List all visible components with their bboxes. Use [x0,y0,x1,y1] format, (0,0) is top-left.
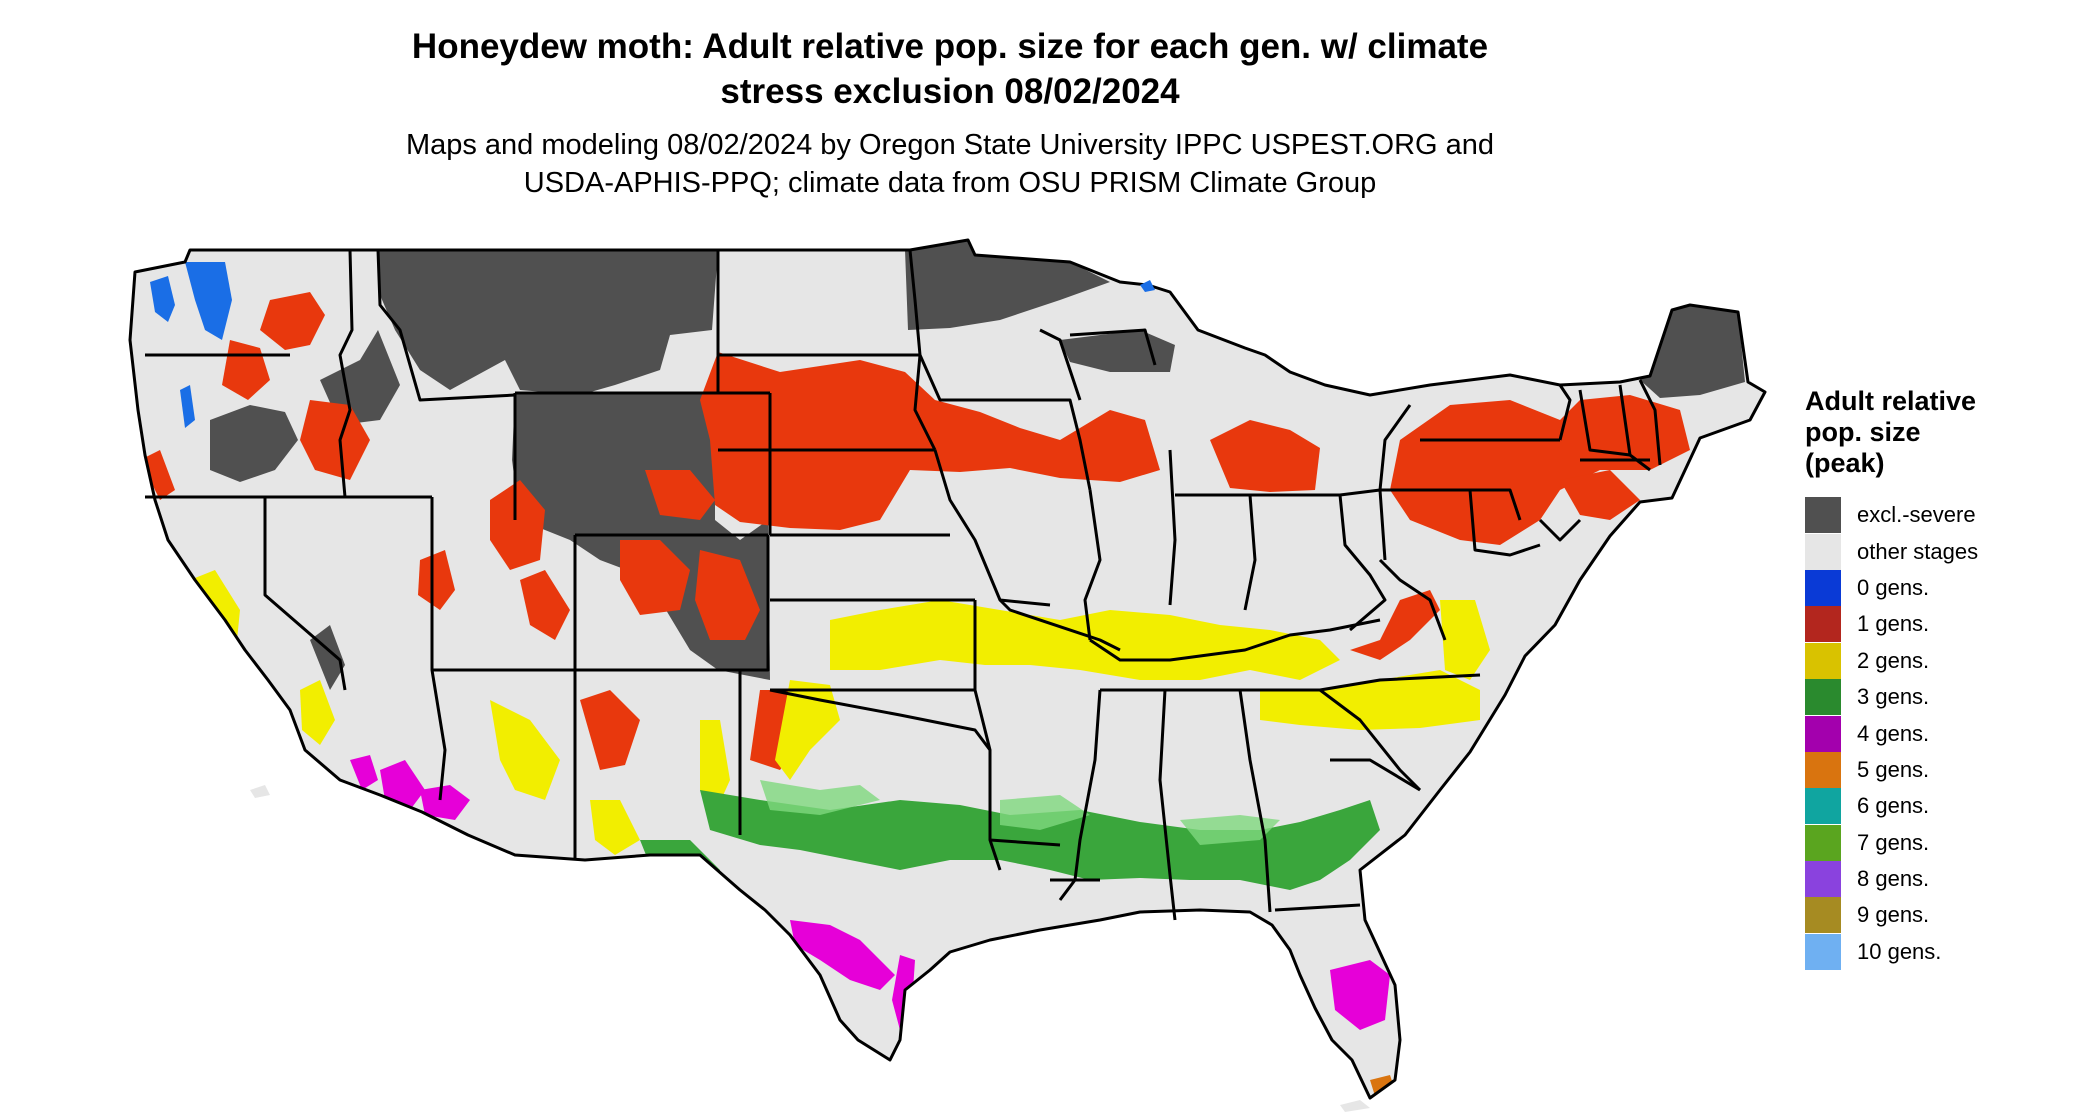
legend-item: 8 gens. [1805,861,2095,898]
legend-swatch [1805,497,1841,534]
legend-title-line-2: pop. size [1805,417,1921,447]
map-subtitle-line-1: Maps and modeling 08/02/2024 by Oregon S… [405,129,1495,161]
legend-label: 8 gens. [1857,866,1930,892]
legend-label: excl.-severe [1857,502,1976,528]
legend-swatch [1805,569,1841,606]
us-map [128,238,1767,1112]
map-subtitle-line-2: USDA-APHIS-PPQ; climate data from OSU PR… [523,167,1377,199]
legend-item: 9 gens. [1805,897,2095,934]
legend-swatch [1805,824,1841,861]
legend-label: 10 gens. [1857,938,1942,964]
legend-swatch [1805,897,1841,934]
legend-title: Adult relative pop. size (peak) [1805,386,2095,479]
legend-label: 0 gens. [1857,574,1930,600]
legend-label: 3 gens. [1857,684,1930,710]
one-gen-areas [140,292,1690,770]
legend-swatch [1805,642,1841,679]
legend-item: 6 gens. [1805,788,2095,825]
legend-swatch [1805,679,1841,716]
legend-swatch [1805,788,1841,825]
legend-swatch [1805,751,1841,788]
legend-title-line-1: Adult relative [1805,386,1977,416]
legend-swatch [1805,933,1841,970]
state-borders [128,238,1767,1100]
legend-item: 3 gens. [1805,679,2095,716]
legend-label: 4 gens. [1857,720,1930,746]
us-outline [128,238,1767,1100]
map-subtitle: Maps and modeling 08/02/2024 by Oregon S… [280,126,1620,202]
legend-item: 0 gens. [1805,569,2095,606]
legend: Adult relative pop. size (peak) excl.-se… [1805,386,2095,970]
legend-label: 6 gens. [1857,793,1930,819]
legend-label: 9 gens. [1857,902,1930,928]
legend-swatch [1805,861,1841,898]
legend-item: 10 gens. [1805,933,2095,970]
legend-item: other stages [1805,533,2095,570]
legend-item: 4 gens. [1805,715,2095,752]
islands [250,280,1370,1112]
legend-swatch [1805,715,1841,752]
legend-item: 2 gens. [1805,642,2095,679]
zero-gens-areas [150,262,232,428]
legend-item: 1 gens. [1805,606,2095,643]
legend-item: excl.-severe [1805,497,2095,534]
map-title: Honeydew moth: Adult relative pop. size … [280,24,1620,114]
legend-swatch [1805,533,1841,570]
legend-title-line-3: (peak) [1805,448,1885,478]
map-title-line-1: Honeydew moth: Adult relative pop. size … [411,27,1489,66]
legend-items: excl.-severe other stages 0 gens. 1 gens. 2 … [1805,497,2095,970]
legend-label: 5 gens. [1857,756,1930,782]
legend-label: 1 gens. [1857,611,1930,637]
legend-item: 5 gens. [1805,751,2095,788]
legend-label: 2 gens. [1857,647,1930,673]
legend-item: 7 gens. [1805,824,2095,861]
legend-label: other stages [1857,538,1979,564]
map-title-line-2: stress exclusion 08/02/2024 [720,72,1180,111]
legend-swatch [1805,606,1841,643]
four-gens-areas [350,755,1390,1030]
legend-label: 7 gens. [1857,829,1930,855]
three-gens-light-areas [760,780,1280,845]
